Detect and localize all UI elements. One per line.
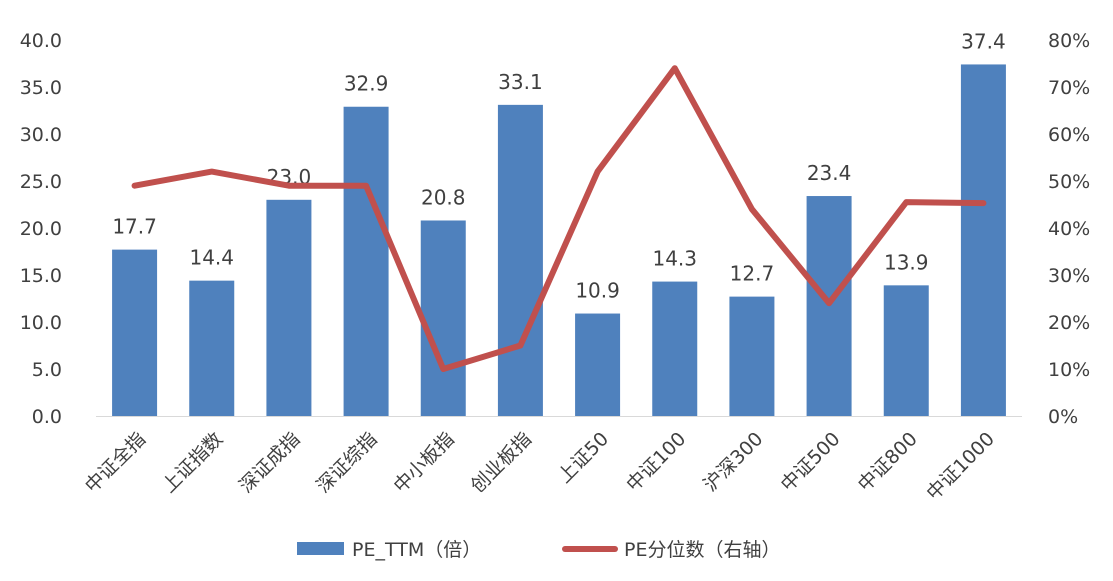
bar-data-label: 20.8 bbox=[421, 185, 466, 209]
y-left-tick-label: 5.0 bbox=[32, 359, 62, 381]
y-left-tick-label: 25.0 bbox=[20, 171, 62, 193]
bar-data-label: 10.9 bbox=[575, 279, 620, 303]
y-right-tick-label: 30% bbox=[1048, 265, 1090, 287]
y-left-tick-label: 40.0 bbox=[20, 30, 62, 52]
category-label: 深证综指 bbox=[312, 428, 381, 497]
y-left-tick-label: 35.0 bbox=[20, 77, 62, 99]
bar bbox=[344, 107, 389, 416]
category-label: 中证800 bbox=[854, 428, 922, 496]
y-left-tick-label: 0.0 bbox=[32, 406, 62, 428]
bar bbox=[884, 285, 929, 416]
bar bbox=[575, 314, 620, 416]
bar-data-label: 17.7 bbox=[112, 215, 157, 239]
y-left-tick-label: 30.0 bbox=[20, 124, 62, 146]
bar bbox=[498, 105, 543, 416]
bar bbox=[266, 200, 311, 416]
category-label: 中证100 bbox=[622, 428, 690, 496]
legend-line-label: PE分位数（右轴） bbox=[624, 539, 780, 561]
bar-data-label: 37.4 bbox=[961, 29, 1006, 53]
bar-data-label: 23.4 bbox=[807, 161, 852, 185]
y-right-tick-label: 70% bbox=[1048, 77, 1090, 99]
category-label: 中小板指 bbox=[389, 428, 458, 497]
y-right-tick-label: 80% bbox=[1048, 30, 1090, 52]
y-right-tick-label: 60% bbox=[1048, 124, 1090, 146]
bar-data-label: 13.9 bbox=[884, 250, 929, 274]
bar bbox=[652, 282, 697, 416]
bar bbox=[189, 281, 234, 416]
y-right-tick-label: 50% bbox=[1048, 171, 1090, 193]
bar bbox=[729, 297, 774, 416]
y-left-tick-label: 20.0 bbox=[20, 218, 62, 240]
category-label: 上证50 bbox=[554, 428, 614, 488]
y-left-tick-label: 10.0 bbox=[20, 312, 62, 334]
bar-data-label: 32.9 bbox=[344, 72, 389, 96]
bar-data-label: 12.7 bbox=[730, 262, 775, 286]
bar-data-label: 14.3 bbox=[652, 247, 697, 271]
category-label: 上证指数 bbox=[158, 428, 227, 497]
y-left-tick-label: 15.0 bbox=[20, 265, 62, 287]
category-label: 中证1000 bbox=[922, 428, 999, 505]
category-label: 创业板指 bbox=[467, 428, 536, 497]
y-right-tick-label: 20% bbox=[1048, 312, 1090, 334]
y-right-tick-label: 0% bbox=[1048, 406, 1078, 428]
legend-bar-label: PE_TTM（倍） bbox=[352, 539, 481, 561]
bar bbox=[112, 250, 157, 416]
y-right-tick-label: 40% bbox=[1048, 218, 1090, 240]
line-series bbox=[135, 68, 984, 369]
bar-data-label: 14.4 bbox=[189, 246, 234, 270]
bar bbox=[421, 220, 466, 416]
category-label: 中证全指 bbox=[81, 428, 150, 497]
category-label: 深证成指 bbox=[235, 428, 304, 497]
category-label: 中证500 bbox=[777, 428, 845, 496]
legend-bar-swatch bbox=[297, 542, 344, 555]
bar bbox=[961, 64, 1006, 416]
category-label: 沪深300 bbox=[699, 428, 767, 496]
y-right-tick-label: 10% bbox=[1048, 359, 1090, 381]
bar-data-label: 33.1 bbox=[498, 70, 543, 94]
